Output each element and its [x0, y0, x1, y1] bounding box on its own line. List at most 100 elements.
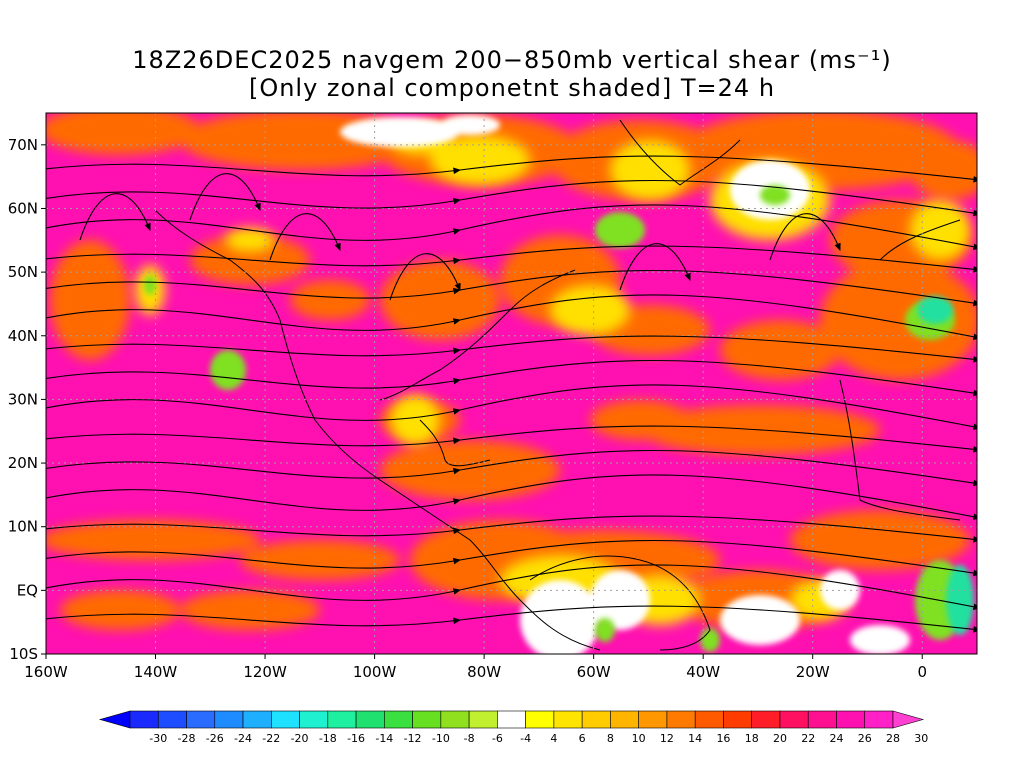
streamline	[46, 179, 977, 217]
longitude-label: 0	[917, 663, 927, 681]
streamline	[46, 155, 977, 183]
orange-shade-region	[50, 240, 130, 360]
longitude-labels: 160W 140W 120W 100W 80W 60W 40W 20W 0	[24, 663, 927, 681]
colorbar-label: 20	[773, 732, 787, 745]
longitude-label: 140W	[134, 663, 178, 681]
latitude-labels: 70N 60N 50N 40N 30N 20N 10N EQ 10S	[8, 136, 38, 663]
colorbar-label: -18	[319, 732, 337, 745]
colorbar-label: 30	[914, 732, 928, 745]
latitude-label: EQ	[17, 581, 38, 599]
colorbar-swatch	[864, 710, 894, 729]
streamline	[46, 245, 977, 273]
colorbar-label: -16	[347, 732, 365, 745]
colorbar-swatch	[299, 710, 329, 729]
colorbar-swatch	[610, 710, 639, 729]
yellow-shade-region	[610, 140, 690, 200]
weak-shear-region	[340, 117, 460, 147]
colorbar-swatch	[157, 710, 187, 729]
coastline-segment	[619, 119, 741, 186]
streamline	[46, 294, 977, 340]
colorbar-swatch	[412, 710, 442, 729]
colorbar-swatch	[525, 710, 555, 729]
colorbar-swatch	[666, 710, 696, 729]
latitude-label: 30N	[8, 390, 38, 408]
plot-frame	[45, 112, 978, 655]
orange-shade-region	[290, 280, 370, 320]
colorbar-swatch	[214, 710, 244, 729]
colorbar-label: 10	[632, 732, 646, 745]
orange-shade-region	[46, 520, 260, 560]
longitude-label: 60W	[577, 663, 611, 681]
yellow-shade-region	[550, 285, 630, 335]
weak-shear-region	[440, 115, 500, 135]
colorbar-label: -28	[178, 732, 196, 745]
longitude-label: 40W	[686, 663, 720, 681]
yellow-shade-region	[225, 228, 275, 252]
latitude-label: 50N	[8, 263, 38, 281]
streamline	[46, 474, 977, 520]
streamline	[46, 204, 977, 250]
colorbar-label: 6	[579, 732, 586, 745]
colorbar-label: -26	[206, 732, 224, 745]
colorbar-label: -8	[464, 732, 475, 745]
colorbar-swatch	[497, 710, 526, 729]
longitude-label: 20W	[796, 663, 830, 681]
colorbar-label: -6	[492, 732, 503, 745]
colorbar-swatch	[186, 710, 216, 729]
colorbar-swatch	[384, 710, 413, 729]
colorbar-swatch	[355, 710, 385, 729]
orange-shade-region	[380, 440, 560, 500]
streamline	[46, 335, 977, 363]
colorbar	[98, 710, 925, 729]
colorbar-label: 24	[829, 732, 843, 745]
streamline	[46, 449, 977, 487]
colorbar-swatch	[694, 710, 724, 729]
green-shade-region	[595, 618, 615, 642]
latitude-label: 10N	[8, 518, 38, 536]
colorbar-label: 18	[745, 732, 759, 745]
colorbar-swatch	[836, 710, 866, 729]
streamline	[619, 243, 691, 291]
colorbar-label: 16	[716, 732, 730, 745]
cyan-shade-region	[946, 565, 974, 635]
colorbar-swatch	[751, 710, 781, 729]
colorbar-swatch	[440, 710, 470, 729]
orange-shade-region	[380, 260, 500, 340]
colorbar-label: 26	[858, 732, 872, 745]
shaded-field	[46, 113, 977, 654]
colorbar-label: -14	[375, 732, 393, 745]
colorbar-swatch	[553, 710, 583, 729]
colorbar-label: -4	[520, 732, 531, 745]
longitude-label: 80W	[467, 663, 501, 681]
streamline	[46, 425, 977, 453]
colorbar-swatch	[129, 710, 159, 729]
yellow-shade-region	[910, 200, 970, 260]
weak-shear-region	[520, 580, 600, 654]
colorbar-swatch	[779, 710, 809, 729]
green-shade-region	[210, 350, 246, 390]
streamline	[46, 564, 977, 610]
latitude-label: 70N	[8, 136, 38, 154]
streamline	[46, 515, 977, 543]
streamline	[79, 193, 151, 241]
colorbar-label: -22	[262, 732, 280, 745]
plot-title-line-2: [Only zonal componetnt shaded] T=24 h	[248, 74, 776, 102]
colorbar-label: 14	[688, 732, 702, 745]
colorbar-label: -24	[234, 732, 252, 745]
green-shade-region	[144, 275, 156, 295]
coastline-segment	[419, 419, 491, 467]
colorbar-labels: -30 -28 -26 -24 -22 -20 -18 -16 -14 -12 -10 -8 -6 -4 4…	[149, 732, 928, 745]
longitude-label: 120W	[243, 663, 287, 681]
colorbar-label: -20	[291, 732, 309, 745]
colorbar-label: -12	[404, 732, 422, 745]
streamline	[46, 384, 977, 430]
colorbar-swatch	[242, 710, 272, 729]
longitude-label: 160W	[24, 663, 68, 681]
colorbar-swatch	[327, 710, 357, 729]
streamline	[389, 253, 461, 301]
orange-shade-region	[240, 540, 400, 580]
colorbar-label: 12	[660, 732, 674, 745]
streamline	[46, 539, 977, 577]
weak-shear-region	[720, 595, 800, 645]
